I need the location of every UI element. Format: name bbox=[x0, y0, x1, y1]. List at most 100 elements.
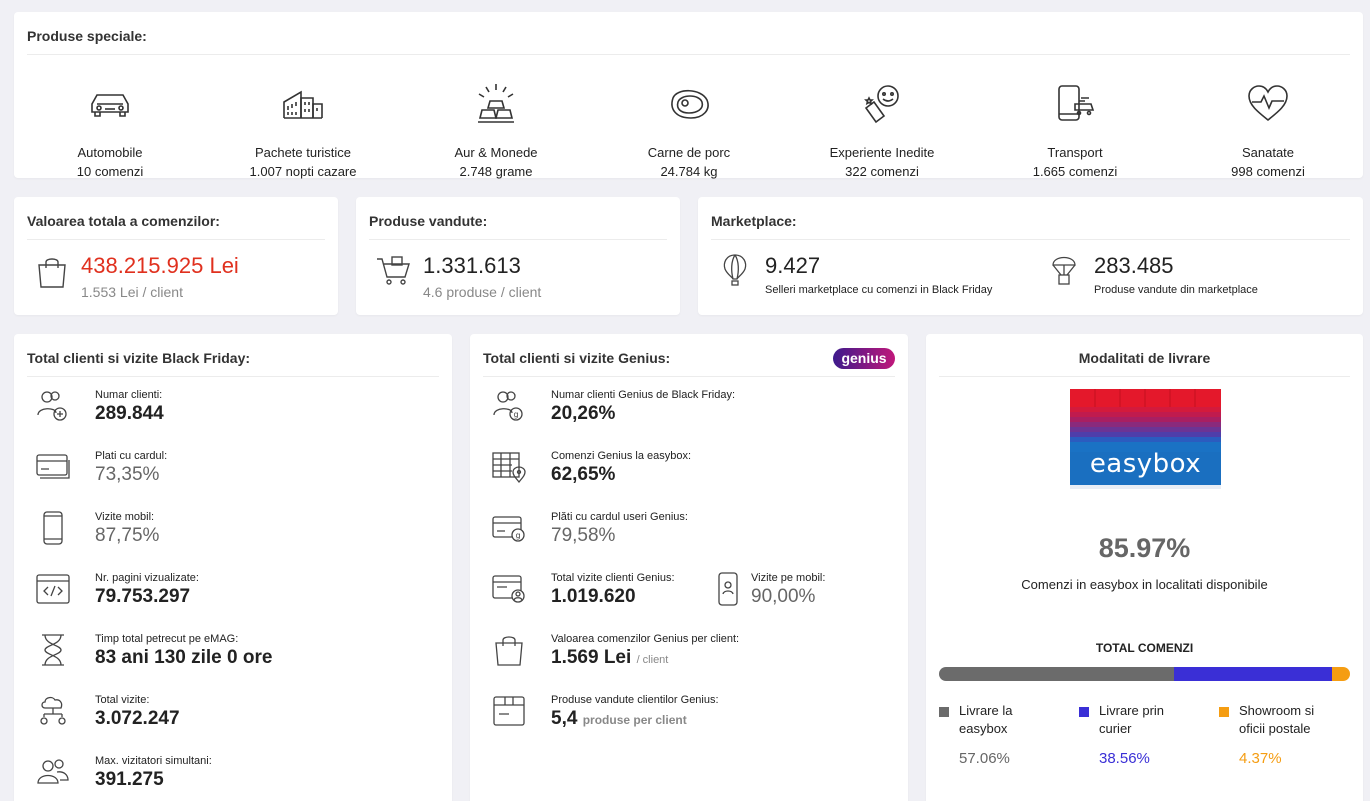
black-friday-title: Total clienti si vizite Black Friday: bbox=[27, 350, 251, 366]
shopping-cart-icon bbox=[376, 255, 412, 287]
users-genius-icon: g bbox=[492, 389, 526, 423]
bf-value: 391.275 bbox=[95, 769, 164, 790]
shopping-bag-icon bbox=[492, 633, 526, 667]
total-value-per-client: 1.553 Lei / client bbox=[81, 284, 183, 300]
total-value-amount: 438.215.925 Lei bbox=[81, 253, 239, 278]
user-group-icon bbox=[36, 755, 70, 789]
special-item-experiente: Experiente Inedite 322 comenzi bbox=[802, 82, 962, 179]
genius-value: 1.569 Lei bbox=[551, 647, 632, 668]
locker-location-icon bbox=[492, 450, 526, 484]
legend-label-line: curier bbox=[1099, 721, 1132, 736]
genius-label: Plăti cu cardul useri Genius: bbox=[551, 511, 688, 523]
delivery-bar-segment bbox=[1332, 667, 1350, 681]
special-item-value: 322 comenzi bbox=[845, 164, 919, 179]
special-item-value: 24.784 kg bbox=[660, 164, 718, 179]
legend-label-line: easybox bbox=[959, 721, 1008, 736]
delivery-header: Modalitati de livrare bbox=[939, 334, 1350, 377]
bf-label: Vizite mobil: bbox=[95, 511, 155, 523]
credit-card-icon bbox=[36, 450, 70, 484]
delivery-card: Modalitati de livrare easybox 85.97% Com… bbox=[926, 334, 1363, 801]
bf-label: Timp total petrecut pe eMAG: bbox=[95, 633, 239, 645]
phone-transport-icon bbox=[1053, 82, 1097, 126]
special-products-header: Produse speciale: bbox=[27, 12, 1350, 55]
legend-label-line: oficii postale bbox=[1239, 721, 1311, 736]
legend-label: Livrare prin curier bbox=[1099, 702, 1164, 738]
genius-label: Valoarea comenzilor Genius per client: bbox=[551, 633, 740, 645]
legend-label: Livrare la easybox bbox=[959, 702, 1012, 738]
legend-color-swatch bbox=[1219, 707, 1229, 717]
hourglass-icon bbox=[36, 633, 70, 667]
genius-title: Total clienti si vizite Genius: bbox=[483, 350, 671, 366]
marketplace-sellers-label: Selleri marketplace cu comenzi in Black … bbox=[765, 284, 993, 296]
special-item-automobile: Automobile 10 comenzi bbox=[30, 82, 190, 179]
marketplace-header: Marketplace: bbox=[711, 197, 1350, 240]
genius-value: 79,58% bbox=[551, 525, 616, 546]
bf-label: Max. vizitatori simultani: bbox=[95, 755, 212, 767]
legend-label: Showroom si oficii postale bbox=[1239, 702, 1314, 738]
browser-user-icon bbox=[492, 572, 526, 606]
special-item-name: Transport bbox=[1047, 145, 1103, 160]
shopping-bag-icon bbox=[36, 255, 68, 289]
genius-card: Total clienti si vizite Genius: genius g… bbox=[470, 334, 908, 801]
genius-value: 5,4 bbox=[551, 708, 578, 729]
special-item-carne: Carne de porc 24.784 kg bbox=[609, 82, 769, 179]
marketplace-title: Marketplace: bbox=[711, 213, 797, 229]
code-window-icon bbox=[36, 572, 70, 606]
black-friday-header: Total clienti si vizite Black Friday: bbox=[27, 334, 439, 377]
special-item-name: Automobile bbox=[77, 145, 143, 160]
legend-label-line: Livrare prin bbox=[1099, 703, 1165, 718]
legend-color-swatch bbox=[939, 707, 949, 717]
car-icon bbox=[88, 82, 132, 126]
special-item-name: Pachete turistice bbox=[254, 145, 352, 160]
parachute-box-icon bbox=[1051, 253, 1077, 287]
genius-label: Numar clienti Genius de Black Friday: bbox=[551, 389, 736, 401]
cloud-network-icon bbox=[36, 694, 70, 728]
legend-value: 4.37% bbox=[1239, 750, 1282, 767]
genius-label: Total vizite clienti Genius: bbox=[551, 572, 675, 584]
legend-label-line: Showroom si bbox=[1239, 703, 1315, 718]
special-item-value: 1.665 comenzi bbox=[1032, 164, 1118, 179]
marketplace-sellers-value: 9.427 bbox=[765, 253, 821, 278]
genius-label: Comenzi Genius la easybox: bbox=[551, 450, 692, 462]
special-item-value: 1.007 nopti cazare bbox=[249, 164, 357, 179]
easybox-caption: Comenzi in easybox in localitati disponi… bbox=[1021, 577, 1268, 592]
products-sold-per-client: 4.6 produse / client bbox=[423, 284, 542, 300]
building-icon bbox=[281, 82, 325, 126]
special-item-value: 10 comenzi bbox=[76, 164, 144, 179]
genius-unit: / client bbox=[636, 654, 669, 666]
genius-header: Total clienti si vizite Genius: bbox=[483, 334, 895, 377]
bf-value: 3.072.247 bbox=[95, 708, 180, 729]
special-item-aur: Aur & Monede 2.748 grame bbox=[416, 82, 576, 179]
smartphone-icon bbox=[36, 511, 70, 545]
bf-value: 289.844 bbox=[95, 403, 164, 424]
delivery-stacked-bar bbox=[939, 667, 1350, 681]
total-orders-label: TOTAL COMENZI bbox=[1095, 641, 1194, 655]
legend-value: 57.06% bbox=[959, 750, 1010, 767]
genius-value: 90,00% bbox=[751, 586, 816, 607]
bf-label: Numar clienti: bbox=[95, 389, 163, 401]
total-value-card: Valoarea totala a comenzilor: 438.215.92… bbox=[14, 197, 338, 315]
genius-unit: produse per client bbox=[582, 713, 687, 727]
bf-value: 73,35% bbox=[95, 464, 160, 485]
genius-label: Vizite pe mobil: bbox=[751, 572, 826, 584]
legend-label-line: Livrare la bbox=[959, 703, 1013, 718]
special-item-pachete: Pachete turistice 1.007 nopti cazare bbox=[223, 82, 383, 179]
genius-value: 1.019.620 bbox=[551, 586, 636, 607]
products-sold-amount: 1.331.613 bbox=[423, 253, 521, 278]
users-add-icon bbox=[36, 389, 70, 423]
special-item-value: 998 comenzi bbox=[1231, 164, 1305, 179]
special-products-title: Produse speciale: bbox=[27, 28, 147, 44]
delivery-bar-segment bbox=[1173, 667, 1333, 681]
bf-value: 87,75% bbox=[95, 525, 160, 546]
genius-badge: genius bbox=[833, 348, 895, 369]
products-sold-header: Produse vandute: bbox=[369, 197, 667, 240]
bf-value: 79.753.297 bbox=[95, 586, 191, 607]
black-friday-card: Total clienti si vizite Black Friday: Nu… bbox=[14, 334, 452, 801]
easybox-percent: 85.97% bbox=[1098, 533, 1191, 563]
genius-value: 62,65% bbox=[551, 464, 616, 485]
special-item-transport: Transport 1.665 comenzi bbox=[995, 82, 1155, 179]
special-item-name: Experiente Inedite bbox=[829, 145, 935, 160]
special-item-name: Sanatate bbox=[1241, 145, 1295, 160]
smartphone-user-icon bbox=[711, 572, 745, 606]
heart-pulse-icon bbox=[1246, 82, 1290, 126]
